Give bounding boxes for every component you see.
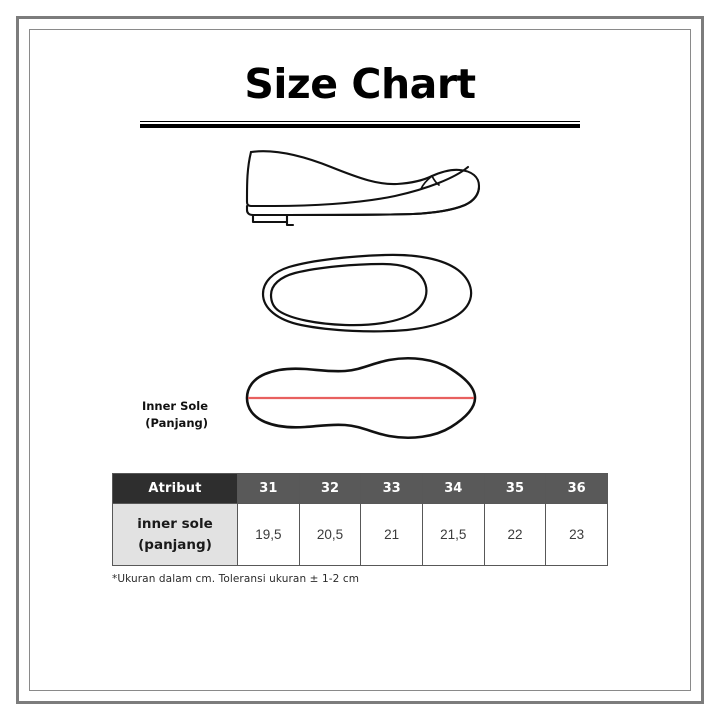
table-header-size-32: 32 bbox=[298, 473, 362, 504]
size-table-footnote: *Ukuran dalam cm. Toleransi ukuran ± 1-2… bbox=[112, 573, 360, 585]
table-header-size-36: 36 bbox=[545, 473, 608, 504]
shoe-insole-view-icon bbox=[245, 357, 477, 440]
title-divider bbox=[140, 121, 580, 129]
table-cell-value-32: 20,5 bbox=[298, 503, 362, 566]
attribute-line1: inner sole bbox=[137, 515, 213, 532]
table-cell-value-36: 23 bbox=[545, 503, 608, 566]
table-cell-value-35: 22 bbox=[483, 503, 547, 566]
decorative-frame-inner bbox=[29, 29, 691, 691]
size-table-wrapper: Atribut 31 32 33 34 35 36 inner sole (pa… bbox=[112, 473, 608, 585]
divider-thin-rule bbox=[140, 121, 580, 123]
table-cell-value-33: 21 bbox=[360, 503, 423, 566]
size-table-body: inner sole (panjang) 19,5 20,5 21 21,5 2… bbox=[112, 503, 608, 566]
shoe-side-view-icon bbox=[245, 150, 481, 227]
table-row: inner sole (panjang) 19,5 20,5 21 21,5 2… bbox=[112, 503, 608, 566]
inner-sole-label: Inner Sole (Panjang) bbox=[88, 398, 208, 431]
content-area: Size Chart bbox=[40, 40, 680, 680]
shoe-top-view-figure bbox=[40, 246, 680, 336]
table-header-size-35: 35 bbox=[483, 473, 547, 504]
inner-sole-label-line1: Inner Sole bbox=[141, 399, 208, 414]
table-cell-value-31: 19,5 bbox=[237, 503, 300, 566]
divider-thick-rule bbox=[140, 124, 580, 129]
table-header-row: Atribut 31 32 33 34 35 36 bbox=[112, 473, 608, 504]
table-header-size-31: 31 bbox=[237, 473, 300, 504]
shoe-side-view-figure bbox=[40, 136, 680, 236]
inner-sole-label-line2: (Panjang) bbox=[145, 415, 208, 430]
table-header-size-33: 33 bbox=[360, 473, 423, 504]
size-table-head: Atribut 31 32 33 34 35 36 bbox=[112, 473, 608, 504]
shoe-top-view-icon bbox=[261, 253, 473, 333]
page-title: Size Chart bbox=[244, 60, 476, 108]
table-cell-value-34: 21,5 bbox=[421, 503, 485, 566]
attribute-line2: (panjang) bbox=[138, 536, 212, 553]
table-header-attribute: Atribut bbox=[112, 473, 238, 504]
table-header-size-34: 34 bbox=[421, 473, 485, 504]
shoe-illustrations: Inner Sole (Panjang) bbox=[40, 136, 680, 456]
size-table: Atribut 31 32 33 34 35 36 inner sole (pa… bbox=[112, 473, 608, 566]
decorative-frame-outer bbox=[16, 16, 704, 704]
shoe-insole-view-figure bbox=[40, 351, 680, 446]
table-cell-attribute: inner sole (panjang) bbox=[112, 503, 238, 566]
